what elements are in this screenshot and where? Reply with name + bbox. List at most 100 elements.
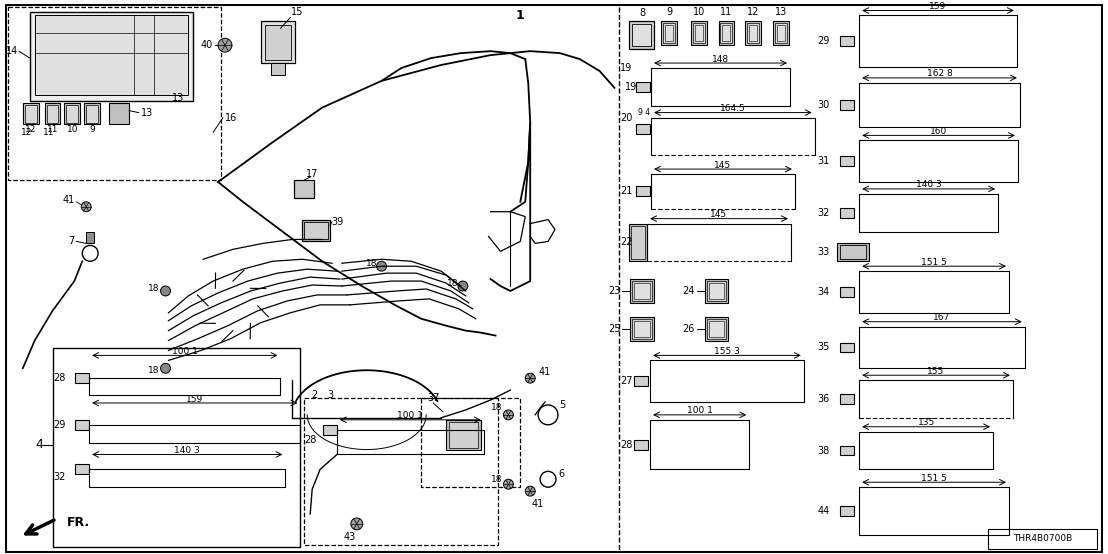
Bar — [305, 398, 497, 545]
Text: 160: 160 — [930, 127, 947, 136]
Text: 21: 21 — [619, 186, 633, 196]
Bar — [773, 22, 789, 45]
Text: 32: 32 — [53, 473, 65, 483]
Text: 28: 28 — [53, 373, 65, 383]
Circle shape — [458, 281, 468, 291]
Text: 135: 135 — [917, 418, 935, 427]
Text: 18: 18 — [366, 259, 378, 268]
Bar — [302, 219, 330, 242]
Text: 7: 7 — [68, 237, 74, 247]
Bar — [630, 317, 654, 341]
Text: 18: 18 — [147, 366, 160, 375]
Text: 11: 11 — [43, 128, 54, 137]
Bar — [707, 281, 727, 301]
Text: 19: 19 — [625, 82, 637, 92]
Text: FR.: FR. — [66, 516, 90, 530]
Text: 32: 32 — [817, 208, 830, 218]
Circle shape — [377, 261, 387, 271]
Text: 22: 22 — [619, 238, 633, 248]
Bar — [630, 279, 654, 303]
Text: 37: 37 — [427, 393, 439, 403]
Bar — [840, 245, 866, 259]
Text: 18: 18 — [448, 279, 459, 288]
Text: 155: 155 — [927, 367, 945, 376]
Text: 34: 34 — [818, 287, 830, 297]
Bar — [633, 24, 652, 46]
Bar — [705, 279, 728, 303]
Text: 38: 38 — [818, 445, 830, 455]
Bar — [633, 319, 653, 338]
Text: 29: 29 — [53, 420, 65, 430]
Bar — [661, 22, 677, 45]
Bar — [270, 63, 286, 75]
Text: 23: 23 — [608, 286, 620, 296]
Text: 13: 13 — [774, 8, 787, 18]
Text: 140 3: 140 3 — [174, 446, 201, 455]
Bar — [634, 321, 650, 337]
Text: 36: 36 — [818, 394, 830, 404]
Bar — [47, 105, 59, 122]
Text: 6: 6 — [558, 469, 565, 479]
Bar — [75, 373, 90, 383]
Text: 9: 9 — [666, 8, 673, 18]
Bar — [840, 445, 854, 455]
Bar — [634, 376, 648, 386]
Text: 145: 145 — [715, 161, 731, 170]
Bar — [64, 102, 80, 125]
Bar — [774, 23, 787, 43]
Text: 145: 145 — [710, 210, 728, 219]
Text: 12: 12 — [747, 8, 759, 18]
Text: 100 1: 100 1 — [687, 407, 712, 416]
Bar — [109, 102, 129, 125]
Bar — [75, 464, 90, 474]
Bar — [66, 105, 79, 122]
Text: 14: 14 — [6, 46, 18, 56]
Circle shape — [503, 479, 513, 489]
Bar — [8, 7, 220, 180]
Circle shape — [161, 363, 171, 373]
Text: 31: 31 — [818, 156, 830, 166]
Text: 151 5: 151 5 — [921, 474, 947, 483]
Text: 159: 159 — [186, 394, 204, 403]
Text: 5: 5 — [558, 400, 565, 410]
Bar — [265, 25, 291, 60]
Text: THR4B0700B: THR4B0700B — [1013, 534, 1073, 543]
Bar — [634, 440, 648, 449]
Text: 27: 27 — [619, 376, 633, 386]
Text: 12: 12 — [25, 125, 37, 134]
Bar — [709, 321, 725, 337]
Text: 17: 17 — [306, 169, 318, 179]
Text: 41: 41 — [538, 367, 551, 377]
Bar — [84, 102, 100, 125]
Bar — [23, 102, 39, 125]
Bar — [720, 23, 732, 43]
Bar — [718, 22, 735, 45]
Text: 167: 167 — [933, 313, 951, 322]
Bar — [52, 348, 300, 547]
Text: 10: 10 — [692, 8, 705, 18]
Text: 16: 16 — [225, 112, 237, 122]
Text: 4: 4 — [35, 438, 43, 451]
Text: 40: 40 — [201, 40, 213, 50]
Bar — [690, 22, 707, 45]
Text: 26: 26 — [683, 324, 695, 334]
Text: 3: 3 — [327, 390, 334, 400]
Circle shape — [218, 38, 232, 52]
Text: 13: 13 — [141, 107, 153, 117]
Circle shape — [525, 486, 535, 496]
Bar — [838, 243, 869, 261]
Text: 10: 10 — [66, 125, 78, 134]
Text: 164.5: 164.5 — [720, 104, 746, 113]
Text: 159: 159 — [930, 2, 946, 11]
Bar — [447, 420, 481, 449]
Bar — [840, 156, 854, 166]
Bar — [24, 105, 37, 122]
Bar — [749, 25, 757, 41]
Text: 43: 43 — [343, 532, 356, 542]
Text: 155 3: 155 3 — [714, 347, 740, 356]
Bar — [840, 208, 854, 218]
Text: 44: 44 — [818, 506, 830, 516]
Text: 2: 2 — [311, 390, 317, 400]
Bar — [634, 283, 650, 299]
Bar — [840, 342, 854, 352]
